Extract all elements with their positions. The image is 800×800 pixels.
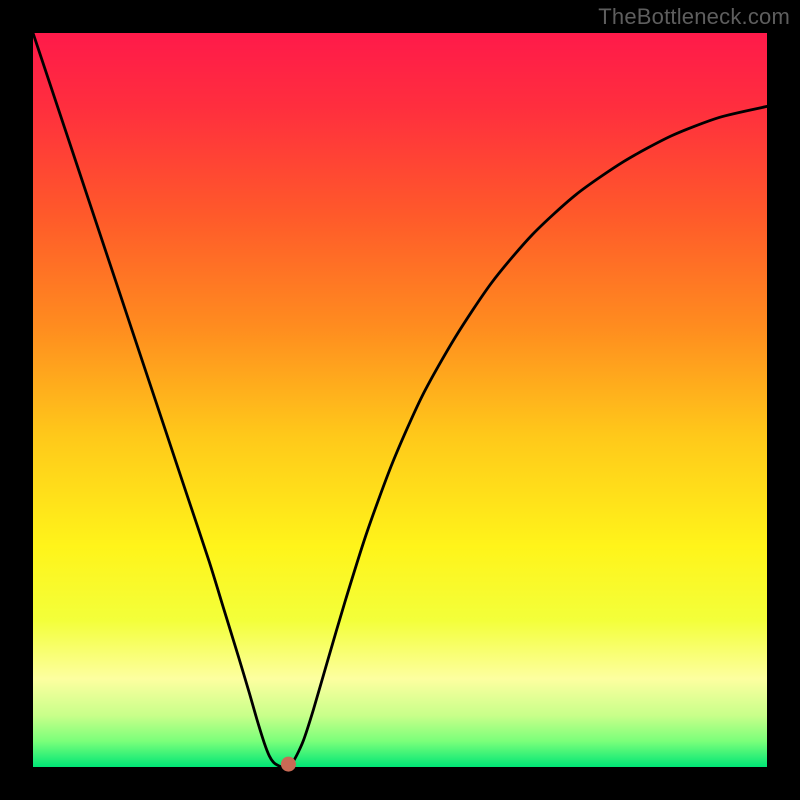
chart-stage: TheBottleneck.com — [0, 0, 800, 800]
optimal-point-marker — [281, 757, 296, 772]
chart-svg — [0, 0, 800, 800]
